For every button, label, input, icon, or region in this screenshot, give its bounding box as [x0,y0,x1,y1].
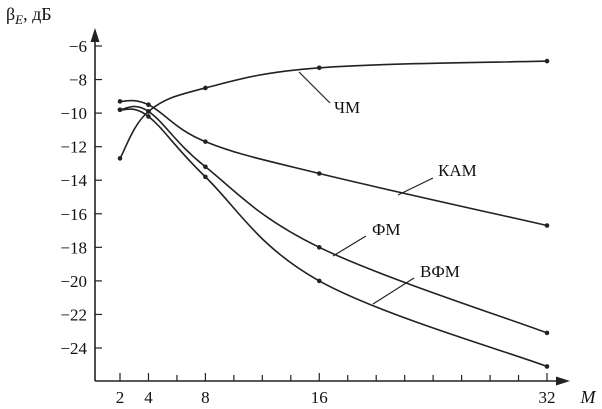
series-label-КАМ: КАМ [438,161,477,180]
x-tick-label: 2 [116,388,125,407]
y-tick-label: −12 [60,138,87,157]
leader-line-ВФМ [372,277,415,305]
data-point-ЧМ [316,65,322,71]
series-label-ЧМ: ЧМ [334,98,360,117]
leader-line-КАМ [397,177,434,196]
axes: −6 −8 −10 −12 −14 −16 −18 −20 −22 −24 2 4 8 16 32 βE, д… [6,4,597,407]
data-point-ЧМ [544,58,550,64]
data-point-КАМ [146,102,151,108]
data-point-КАМ [544,223,550,228]
data-point-ВФМ [146,114,151,119]
data-point-КАМ [316,171,322,176]
data-point-ФМ [146,109,151,114]
plot-area [117,58,550,369]
x-axis-title: M [580,387,597,407]
data-point-ФМ [544,330,550,336]
leader-line-ФМ [332,235,367,257]
data-point-ЧМ [203,85,208,91]
y-tick-label: −24 [60,339,87,358]
y-tick-label: −14 [60,171,87,190]
y-tick-label: −22 [60,305,87,324]
data-point-ЧМ [117,156,123,161]
y-axis-arrow [90,28,100,42]
y-axis-title: βE, дБ [6,4,52,27]
y-tick-label: −18 [60,238,87,257]
leader-line-ЧМ [298,71,331,104]
x-tick-label: 32 [539,388,556,407]
data-point-КАМ [203,139,208,144]
y-tick-label: −20 [60,272,87,291]
data-point-ФМ [203,164,208,170]
data-point-ВФМ [117,107,123,113]
x-tick-label: 4 [144,388,153,407]
x-tick-label: 8 [201,388,210,407]
x-tick-label: 16 [311,388,328,407]
y-tick-label: −16 [60,205,87,224]
data-point-ВФМ [203,174,208,180]
data-point-ФМ [316,245,322,250]
series-line-КАМ [119,99,548,227]
series-line-ФМ [119,105,548,334]
data-point-ВФМ [544,364,550,369]
series-label-ФМ: ФМ [372,220,401,239]
data-point-КАМ [117,99,123,104]
series-label-ВФМ: ВФМ [420,262,460,281]
y-tick-label: −8 [69,71,87,90]
data-point-ВФМ [316,278,322,284]
series-labels: ЧМ КАМ ФМ ВФМ [298,71,477,305]
y-tick-label: −6 [69,37,87,56]
y-tick-label: −10 [60,104,87,123]
x-axis-arrow [556,376,570,386]
